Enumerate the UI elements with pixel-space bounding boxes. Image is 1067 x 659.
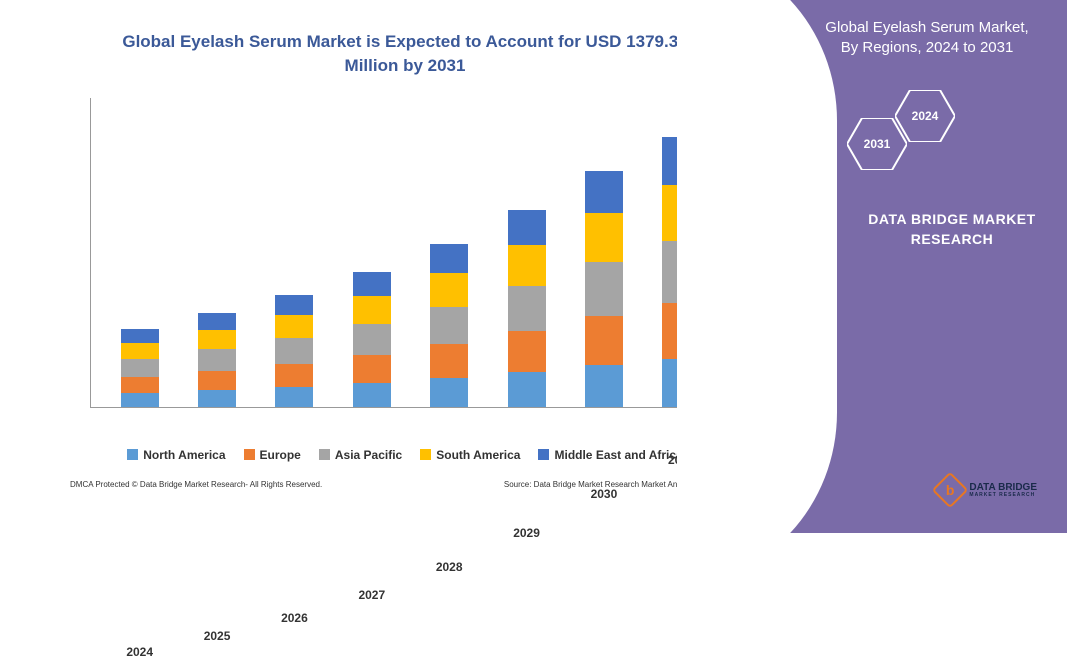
bar-segment [275, 387, 313, 407]
bar-segment [430, 307, 468, 344]
legend-label: Asia Pacific [335, 448, 402, 462]
legend-swatch [244, 449, 255, 460]
bar-group: 2028 [430, 244, 468, 407]
bar-group: 2026 [275, 295, 313, 407]
stacked-bar-chart: 20242025202620272028202920302031 [90, 98, 730, 408]
legend-swatch [538, 449, 549, 460]
bar-segment [508, 286, 546, 331]
bar-segment [275, 295, 313, 315]
sidebar-title: Global Eyelash Serum Market, By Regions,… [817, 18, 1037, 59]
bar-segment [430, 378, 468, 407]
legend-item: Asia Pacific [319, 448, 402, 462]
legend-label: South America [436, 448, 520, 462]
bar-group: 2027 [353, 272, 391, 407]
x-axis-label: 2026 [281, 611, 308, 625]
bar-segment [585, 365, 623, 407]
bar-segment [585, 171, 623, 213]
bar-segment [275, 364, 313, 387]
bar-segment [585, 316, 623, 365]
x-axis-label: 2030 [591, 487, 618, 501]
legend-label: Europe [260, 448, 301, 462]
legend-item: North America [127, 448, 225, 462]
bar-segment [121, 343, 159, 359]
chart-legend: North America Europe Asia Pacific South Ame… [60, 448, 750, 462]
stacked-bar [430, 244, 468, 407]
copyright-text: DMCA Protected © Data Bridge Market Rese… [70, 480, 322, 489]
sidebar-panel: Global Eyelash Serum Market, By Regions,… [757, 0, 1067, 533]
legend-item: Middle East and Africa [538, 448, 682, 462]
stacked-bar [121, 329, 159, 407]
bar-group: 2025 [198, 313, 236, 407]
hexagon-2024: 2024 [895, 90, 955, 142]
chart-footer: DMCA Protected © Data Bridge Market Rese… [60, 480, 750, 489]
bar-segment [508, 372, 546, 407]
x-axis-label: 2027 [358, 588, 385, 602]
x-axis-label: 2028 [436, 560, 463, 574]
legend-item: Europe [244, 448, 301, 462]
stacked-bar [585, 171, 623, 407]
bar-segment [508, 210, 546, 245]
bar-segment [353, 355, 391, 383]
legend-swatch [420, 449, 431, 460]
hex-label-2031: 2031 [864, 137, 891, 151]
legend-label: North America [143, 448, 225, 462]
decorative-curve [677, 0, 837, 583]
bar-segment [121, 359, 159, 377]
stacked-bar [198, 313, 236, 407]
bar-segment [198, 349, 236, 371]
bar-segment [121, 329, 159, 343]
bar-segment [508, 245, 546, 286]
legend-swatch [127, 449, 138, 460]
bar-segment [198, 313, 236, 330]
hex-label-2024: 2024 [912, 109, 939, 123]
legend-item: South America [420, 448, 520, 462]
legend-label: Middle East and Africa [554, 448, 682, 462]
x-axis-label: 2024 [126, 645, 153, 659]
bar-segment [430, 273, 468, 307]
chart-panel: Global Eyelash Serum Market is Expected … [0, 0, 790, 533]
bar-segment [121, 393, 159, 407]
chart-title: Global Eyelash Serum Market is Expected … [100, 30, 710, 78]
stacked-bar [275, 295, 313, 407]
bar-segment [275, 338, 313, 364]
bar-segment [430, 244, 468, 273]
bar-segment [585, 262, 623, 316]
bar-group: 2029 [508, 210, 546, 407]
bar-segment [198, 330, 236, 349]
bar-segment [353, 383, 391, 407]
bar-segment [430, 344, 468, 378]
bar-segment [198, 371, 236, 390]
bar-segment [353, 272, 391, 296]
bar-group: 2024 [121, 329, 159, 407]
company-logo: b DATA BRIDGE MARKET RESEARCH [937, 477, 1037, 503]
logo-text: DATA BRIDGE MARKET RESEARCH [969, 483, 1037, 498]
bar-segment [353, 324, 391, 355]
bar-segment [508, 331, 546, 372]
bar-segment [198, 390, 236, 407]
bar-segment [353, 296, 391, 324]
bar-segment [585, 213, 623, 262]
bar-segment [275, 315, 313, 338]
x-axis-label: 2025 [204, 629, 231, 643]
stacked-bar [353, 272, 391, 407]
brand-name: DATA BRIDGE MARKET RESEARCH [857, 210, 1047, 249]
logo-icon: b [932, 472, 969, 509]
bar-segment [121, 377, 159, 393]
stacked-bar [508, 210, 546, 407]
legend-swatch [319, 449, 330, 460]
bar-group: 2030 [585, 171, 623, 407]
